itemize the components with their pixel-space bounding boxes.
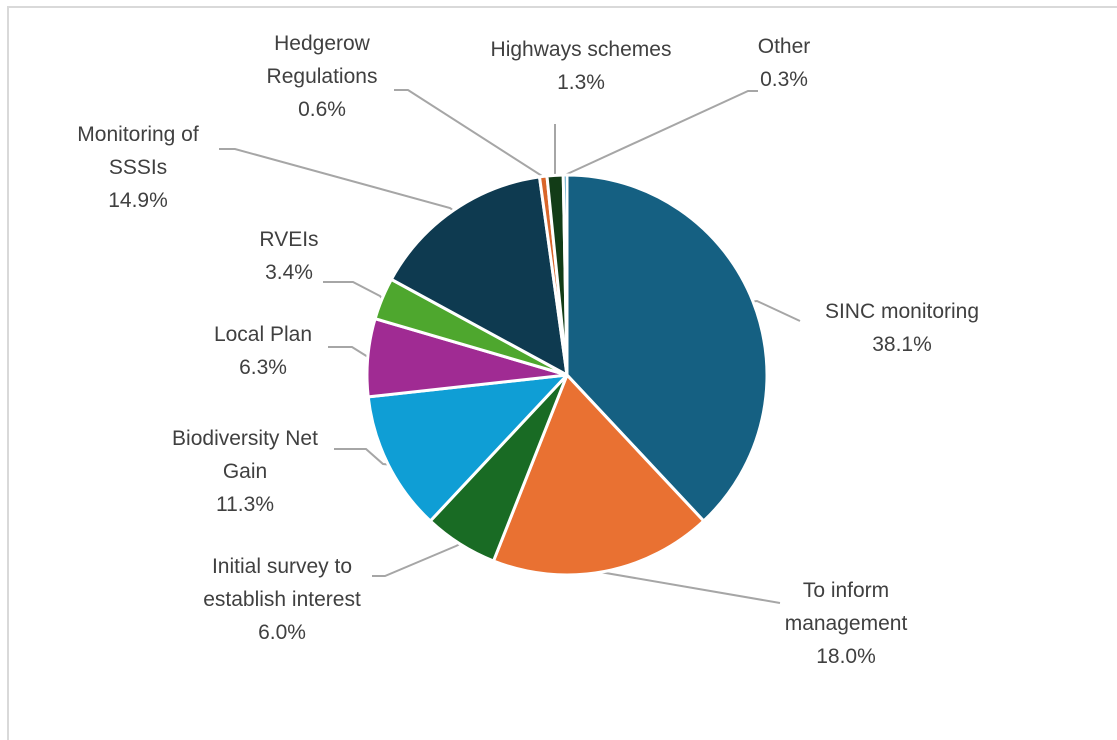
label-pct-sssi: 14.9% [108, 189, 168, 212]
label-pct-hedgerow: 0.6% [298, 98, 346, 121]
label-pct-other: 0.3% [760, 68, 808, 91]
label-rveis: RVEIs 3.4% [259, 228, 318, 284]
label-sssi: Monitoring of SSSIs 14.9% [77, 123, 199, 212]
label-bng: Biodiversity Net Gain 11.3% [172, 427, 318, 516]
label-line-sssi: Monitoring of [77, 123, 199, 146]
label-pct-initial: 6.0% [258, 621, 306, 644]
label-localplan: Local Plan 6.3% [214, 323, 312, 379]
label-line-bng: Gain [223, 460, 267, 483]
slice-labels: SINC monitoring 38.1% To inform management 1… [77, 32, 979, 668]
label-hedgerow: Hedgerow Regulations 0.6% [267, 32, 378, 121]
pie-slice-inform [492, 373, 706, 577]
label-line-rveis: RVEIs [259, 228, 318, 251]
label-sinc: SINC monitoring 38.1% [825, 300, 979, 356]
pie-slice-sssi [389, 175, 569, 377]
label-line-hedgerow: Hedgerow [274, 32, 371, 55]
label-other: Other 0.3% [758, 35, 811, 91]
label-pct-bng: 11.3% [216, 493, 274, 516]
leader-line-inform [599, 570, 781, 604]
label-pct-inform: 18.0% [816, 645, 876, 668]
label-pct-sinc: 38.1% [872, 333, 932, 356]
leader-line-sssi [219, 148, 454, 212]
label-line-sssi: SSSIs [109, 156, 167, 179]
label-initial: Initial survey to establish interest 6.0% [203, 555, 361, 644]
label-line-initial: Initial survey to [212, 555, 352, 578]
label-line-inform: To inform [803, 579, 889, 602]
label-line-bng: Biodiversity Net [172, 427, 318, 450]
label-pct-highways: 1.3% [557, 71, 605, 94]
label-highways: Highways schemes 1.3% [491, 38, 672, 94]
label-line-inform: management [785, 612, 908, 635]
leader-line-hedgerow [394, 89, 544, 178]
pie-slice-bng [366, 373, 569, 523]
leader-line-bng [334, 448, 389, 466]
label-pct-localplan: 6.3% [239, 356, 287, 379]
pie-slices [365, 173, 769, 577]
label-line-initial: establish interest [203, 588, 361, 611]
label-line-localplan: Local Plan [214, 323, 312, 346]
leader-line-other [564, 90, 758, 177]
pie-slice-sinc [565, 173, 769, 523]
label-inform: To inform management 18.0% [785, 579, 908, 668]
label-line-sinc: SINC monitoring [825, 300, 979, 323]
label-pct-rveis: 3.4% [265, 261, 313, 284]
leader-line-rveis [323, 281, 383, 300]
label-line-highways: Highways schemes [491, 38, 672, 61]
label-line-hedgerow: Regulations [267, 65, 378, 88]
pie-slice-other [561, 173, 569, 377]
label-line-other: Other [758, 35, 811, 58]
leader-line-initial [372, 543, 461, 577]
leader-line-localplan [328, 346, 370, 358]
